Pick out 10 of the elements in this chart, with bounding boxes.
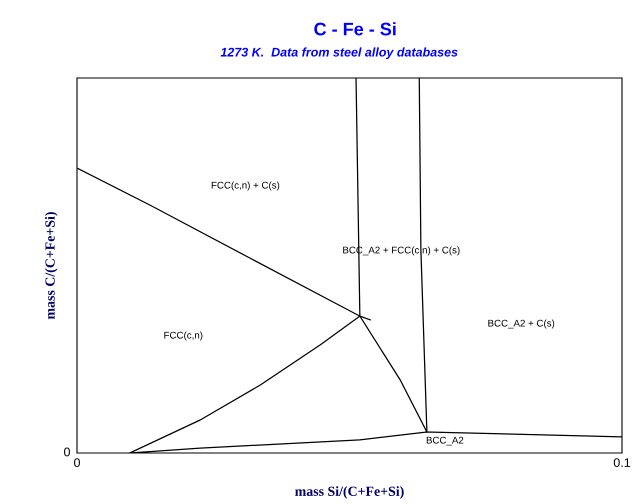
x-tick-label: 0.1	[614, 458, 630, 468]
chart-subtitle: 1273 K. Data from steel alloy databases	[220, 47, 458, 60]
annotation: FCC(c,n) + C(s)	[212, 181, 280, 191]
annotation: FCC(c,n)	[164, 331, 202, 341]
x-axis-title: mass Si/(C+Fe+Si)	[295, 486, 404, 499]
annotation: BCC_A2	[426, 436, 464, 446]
chart-title: C - Fe - Si	[314, 22, 396, 36]
text: 0	[64, 448, 70, 456]
y-axis-title: mass C/(C+Fe+Si)	[44, 212, 58, 320]
annotation: BCC_A2 + C(s)	[488, 319, 554, 329]
